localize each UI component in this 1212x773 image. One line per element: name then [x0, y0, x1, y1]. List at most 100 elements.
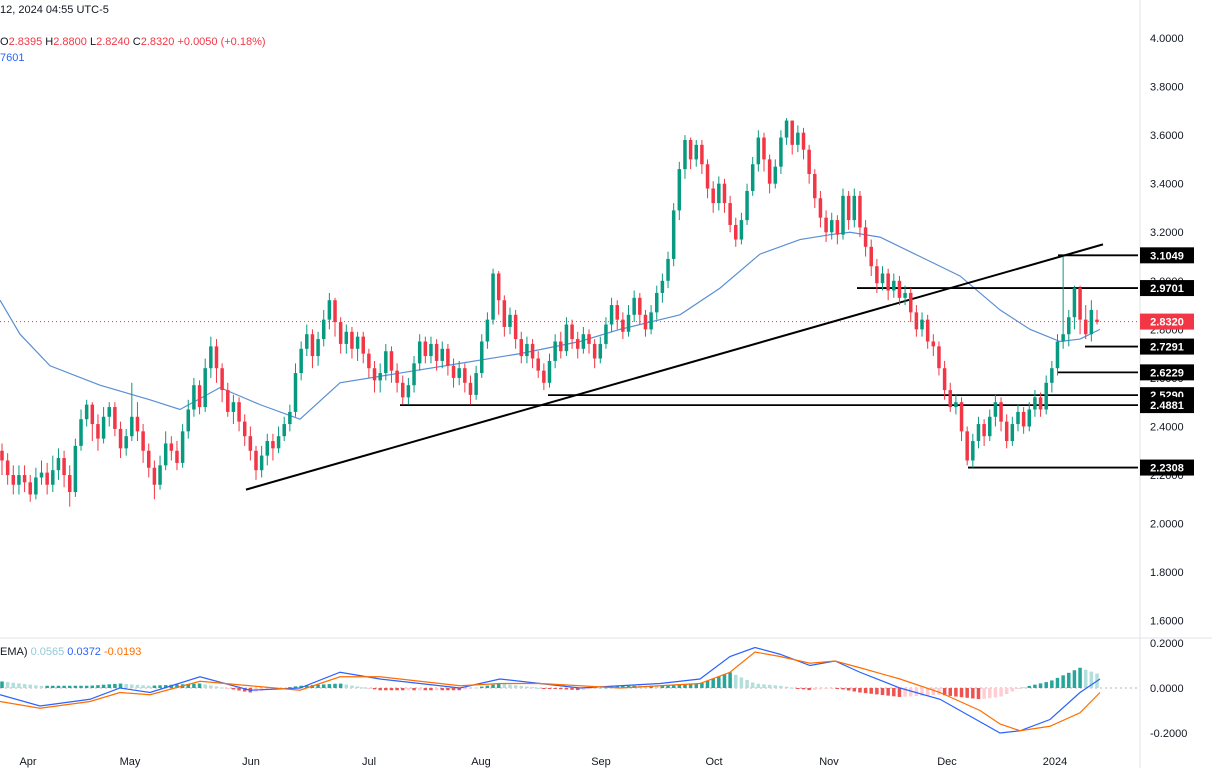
macd-histogram-bar — [705, 680, 710, 688]
candle-body — [739, 220, 744, 240]
macd-histogram-bar — [175, 684, 179, 688]
macd-histogram-bar — [28, 684, 32, 688]
macd-histogram-bar — [796, 688, 800, 689]
macd-signal-line — [0, 651, 1101, 732]
candle-body — [400, 382, 405, 398]
macd-histogram-bar — [367, 688, 371, 689]
candle-body — [417, 341, 422, 364]
macd-histogram-bar — [604, 687, 608, 689]
candle-body — [513, 314, 518, 340]
time-tick-label: Nov — [819, 756, 839, 768]
macd-histogram-bar — [1078, 667, 1082, 688]
macd-histogram-bar — [305, 685, 309, 688]
macd-histogram-bar — [717, 676, 721, 688]
candle-body — [1083, 319, 1088, 335]
macd-histogram-bar — [948, 688, 952, 696]
candle-body — [880, 273, 885, 284]
macd-histogram-bar — [553, 688, 557, 689]
candle-body — [846, 195, 851, 221]
candle-body — [197, 385, 202, 408]
level-label-bg — [1140, 280, 1194, 297]
candle-body — [835, 220, 840, 235]
macd-histogram-bar — [694, 683, 699, 688]
macd-histogram-bar — [1004, 688, 1009, 694]
candle-body — [282, 424, 286, 437]
candle-body — [897, 280, 902, 298]
ma-readout: 7601 — [0, 52, 25, 64]
macd-histogram-bar — [491, 684, 495, 688]
macd-label: EMA) — [0, 646, 28, 658]
candle-body — [22, 475, 27, 483]
candle-body — [954, 402, 958, 408]
macd-histogram-bar — [434, 688, 439, 691]
candle-body — [186, 409, 191, 432]
candle-body — [113, 407, 117, 429]
candle-body — [1010, 424, 1015, 442]
macd-histogram-bar — [841, 688, 845, 690]
candle-body — [767, 159, 772, 184]
candle-body — [959, 402, 964, 432]
candle-body — [863, 227, 868, 247]
candle-body — [384, 351, 388, 374]
candle-body — [107, 407, 111, 417]
candle-body — [869, 246, 873, 267]
price-tick-label: 3.6000 — [1150, 130, 1184, 142]
candle-body — [570, 324, 574, 340]
candle-body — [423, 341, 428, 357]
candle-body — [276, 436, 281, 449]
candle-body — [305, 334, 309, 349]
macd-tick-label: 0.2000 — [1150, 638, 1184, 650]
macd-histogram-bar — [107, 684, 111, 688]
level-label: 2.2308 — [1150, 463, 1184, 475]
candle-body — [587, 334, 591, 344]
candle-body — [288, 411, 292, 425]
macd-histogram-bar — [908, 688, 913, 697]
macd-histogram-bar — [56, 685, 61, 688]
candle-body — [609, 305, 614, 325]
candle-body — [367, 353, 371, 369]
candle-body — [722, 183, 727, 204]
candle-body — [56, 458, 61, 471]
macd-histogram-bar — [671, 684, 676, 688]
level-label: 3.1049 — [1150, 250, 1184, 262]
last-price-label-bg — [1140, 313, 1194, 330]
macd-histogram-bar — [722, 674, 727, 688]
candle-body — [575, 339, 580, 349]
candle-body — [62, 458, 66, 476]
candle-body — [677, 169, 682, 211]
candle-body — [858, 195, 862, 228]
macd-histogram-bar — [474, 687, 478, 689]
candle-body — [796, 132, 800, 145]
macd-histogram-bar — [67, 685, 72, 688]
candle-body — [931, 341, 936, 347]
macd-histogram-bar — [767, 684, 772, 688]
candle-body — [829, 220, 834, 233]
candle-body — [519, 339, 524, 357]
candle-body — [344, 331, 349, 344]
macd-histogram-bar — [51, 685, 55, 688]
high-value: 2.8800 — [53, 36, 87, 48]
candle-body — [621, 319, 625, 332]
macd-histogram-bar — [559, 688, 563, 690]
macd-histogram-bar — [293, 686, 298, 688]
macd-histogram-bar — [587, 688, 591, 690]
macd-histogram-bar — [530, 687, 535, 689]
high-label: H — [45, 36, 54, 48]
macd-histogram-bar — [762, 684, 766, 688]
candle-body — [1072, 288, 1077, 318]
candle-body — [28, 482, 32, 495]
candle-body — [638, 297, 642, 315]
price-tick-label: 2.0000 — [1150, 519, 1184, 531]
candle-body — [604, 324, 608, 344]
candle-body — [220, 368, 224, 391]
candle-body — [756, 137, 761, 165]
macd-histogram-bar — [288, 687, 292, 689]
candle-body — [214, 346, 219, 369]
macd-histogram-bar — [734, 674, 738, 688]
macd-histogram-bar — [186, 684, 191, 688]
macd-histogram-bar — [451, 688, 456, 691]
macd-line-value: 0.0372 — [67, 646, 101, 658]
macd-histogram-bar — [813, 688, 817, 690]
